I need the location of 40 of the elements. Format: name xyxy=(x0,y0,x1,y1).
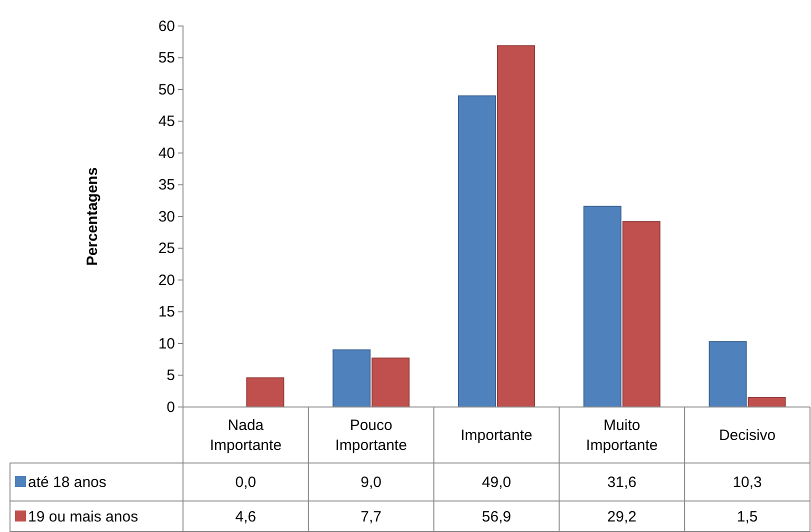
y-axis-title: Percentagens xyxy=(84,167,101,266)
data-label: 4,6 xyxy=(235,508,256,526)
x-tick-label: Importante xyxy=(460,427,532,444)
x-tick-label: Nada Importante xyxy=(210,417,282,454)
bar xyxy=(458,95,496,408)
data-label: 9,0 xyxy=(360,474,382,491)
y-tick-label: 20 xyxy=(158,272,175,289)
bar xyxy=(332,349,371,408)
bar xyxy=(246,377,284,408)
legend-label: 19 ou mais anos xyxy=(28,508,138,526)
y-tick-label: 0 xyxy=(166,398,175,416)
y-tick-label: 50 xyxy=(158,81,175,98)
legend-label: até 18 anos xyxy=(28,474,106,491)
y-tick-label: 30 xyxy=(158,208,175,226)
data-label: 7,7 xyxy=(360,508,382,526)
data-label: 49,0 xyxy=(482,474,512,491)
data-label: 1,5 xyxy=(736,508,758,526)
data-label: 56,9 xyxy=(482,508,512,526)
bar xyxy=(372,358,410,408)
x-tick-label: Decisivo xyxy=(718,427,776,444)
x-tick-label: Pouco Importante xyxy=(335,417,407,454)
bar xyxy=(622,221,660,408)
bar xyxy=(583,206,622,408)
y-tick-label: 25 xyxy=(158,240,175,258)
y-tick-label: 55 xyxy=(158,50,175,67)
y-tick-label: 60 xyxy=(158,18,175,35)
data-label: 10,3 xyxy=(732,474,762,491)
y-tick-label: 10 xyxy=(158,335,175,352)
bar xyxy=(497,45,535,408)
y-tick-label: 45 xyxy=(158,113,175,130)
data-label: 31,6 xyxy=(607,474,636,491)
data-label: 0,0 xyxy=(235,474,256,491)
y-tick-label: 40 xyxy=(158,144,175,162)
y-tick-label: 5 xyxy=(166,367,175,384)
y-tick-label: 35 xyxy=(158,176,175,194)
y-tick-label: 15 xyxy=(158,304,175,321)
data-label: 29,2 xyxy=(607,508,636,526)
bar xyxy=(748,396,786,408)
bar xyxy=(708,341,747,408)
x-tick-label: Muito Importante xyxy=(586,417,658,454)
